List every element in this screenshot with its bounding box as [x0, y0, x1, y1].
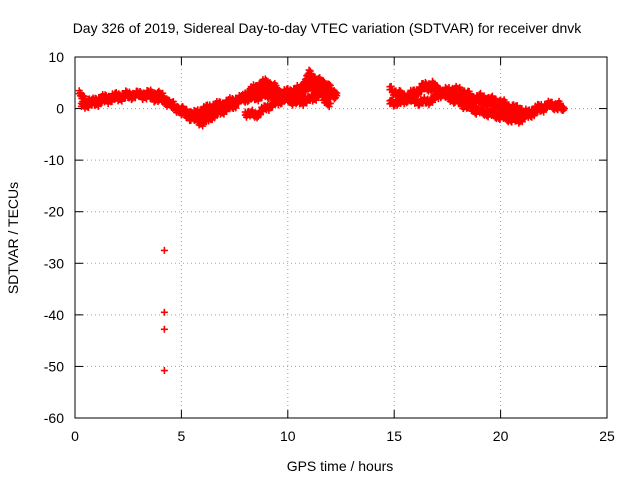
y-tick-label: -50: [44, 358, 64, 374]
data-point: [211, 114, 219, 122]
y-tick-label: -60: [44, 410, 64, 426]
x-tick-labels: 0 5 10 15 20 25: [71, 428, 615, 444]
outlier-point: [160, 308, 168, 316]
data-point: [325, 103, 333, 111]
data-point: [326, 99, 334, 107]
data-point: [326, 81, 334, 89]
outlier-point: [160, 246, 168, 254]
y-axis-label: SDTVAR / TECUs: [5, 182, 21, 294]
data-point: [302, 78, 310, 86]
outlier-point: [160, 325, 168, 333]
x-tick-label: 0: [71, 428, 79, 444]
series-band: [241, 66, 334, 122]
data-point: [555, 100, 563, 108]
y-tick-label: -10: [44, 152, 64, 168]
data-point: [333, 92, 341, 100]
data-point: [253, 114, 261, 122]
y-tick-label: -40: [44, 307, 64, 323]
data-point: [429, 98, 437, 106]
plot-frame: [74, 56, 608, 419]
data-point: [560, 105, 568, 113]
y-tick-label: 0: [56, 101, 64, 117]
data-point: [414, 90, 422, 98]
data-point: [303, 75, 311, 83]
x-tick-label: 25: [599, 428, 615, 444]
chart-title: Day 326 of 2019, Sidereal Day-to-day VTE…: [73, 20, 583, 36]
series-band: [401, 80, 526, 117]
x-tick-label: 5: [178, 428, 186, 444]
y-tick-labels: 10 0 -10 -20 -30 -40 -50 -60: [44, 49, 64, 426]
data-point: [242, 94, 250, 102]
x-axis-label: GPS time / hours: [287, 458, 394, 474]
data-point: [518, 105, 526, 113]
data-point: [302, 88, 310, 96]
y-tick-label: 10: [48, 49, 64, 65]
y-tick-label: -30: [44, 255, 64, 271]
data-point: [556, 99, 564, 107]
outlier-point: [160, 367, 168, 375]
data-point: [280, 97, 288, 105]
x-tick-label: 15: [386, 428, 402, 444]
data-point: [232, 104, 240, 112]
y-tick-label: -20: [44, 204, 64, 220]
data-point: [290, 94, 298, 102]
data-point: [542, 105, 550, 113]
x-tick-label: 20: [493, 428, 509, 444]
data-point: [530, 112, 538, 120]
data-points: [75, 66, 568, 375]
data-point: [234, 100, 242, 108]
x-tick-label: 10: [280, 428, 296, 444]
